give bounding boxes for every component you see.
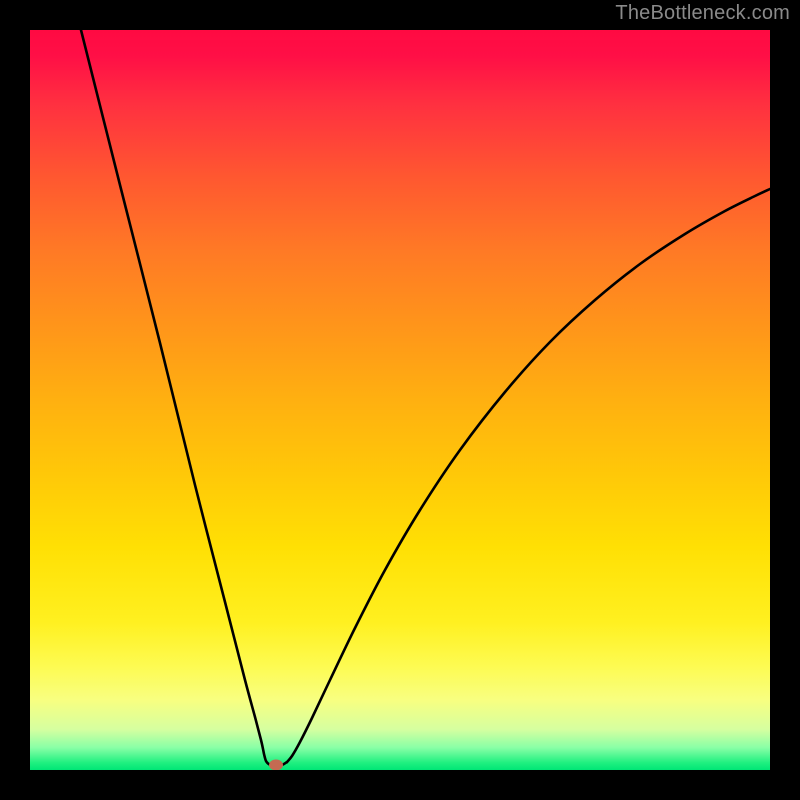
plot-area <box>30 30 770 770</box>
chart-container: TheBottleneck.com <box>0 0 800 800</box>
gradient-background <box>30 30 770 770</box>
watermark-text: TheBottleneck.com <box>615 2 790 25</box>
